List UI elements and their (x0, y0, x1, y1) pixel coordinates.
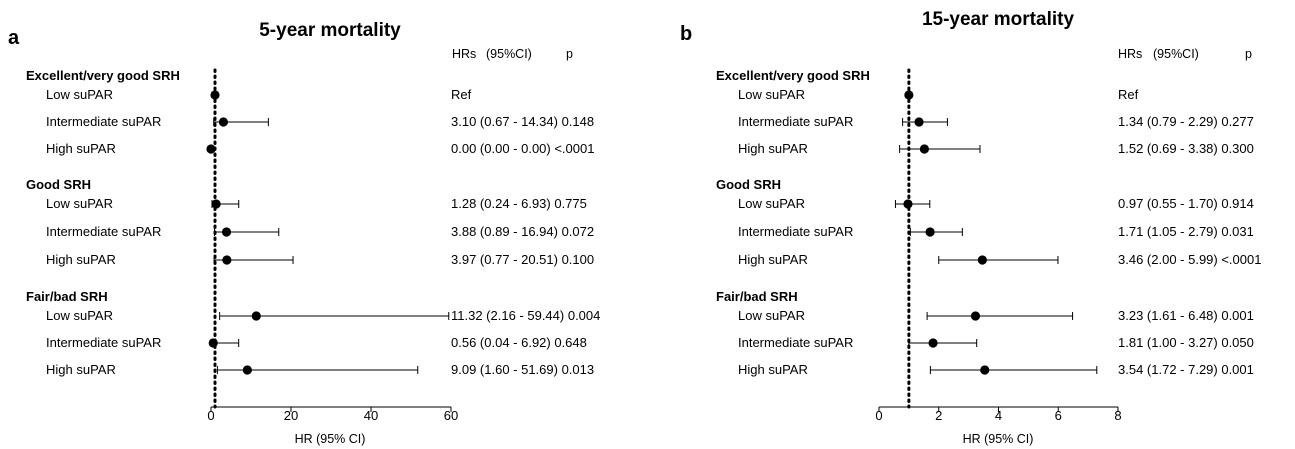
x-tick-label: 8 (1114, 408, 1121, 423)
x-tick-label: 0 (875, 408, 882, 423)
row-label: Low suPAR (46, 87, 113, 102)
row-label: High suPAR (46, 362, 116, 377)
hr-ci-p-text: 0.00 (0.00 - 0.00) <.0001 (451, 141, 594, 156)
panel-a-title: 5-year mortality (259, 20, 401, 41)
row-label: Low suPAR (738, 308, 805, 323)
group-label: Fair/bad SRH (716, 289, 798, 304)
x-tick-label: 2 (935, 408, 942, 423)
hr-point (206, 144, 216, 154)
row-label: Intermediate suPAR (46, 335, 161, 350)
panel-b-title: 15-year mortality (922, 9, 1075, 30)
row-label: High suPAR (738, 362, 808, 377)
hr-ci-p-text: 3.97 (0.77 - 20.51) 0.100 (451, 252, 594, 267)
group-label: Excellent/very good SRH (26, 68, 180, 83)
row-label: High suPAR (738, 252, 808, 267)
row-label: High suPAR (46, 141, 116, 156)
hr-ci-p-text: 1.34 (0.79 - 2.29) 0.277 (1118, 114, 1254, 129)
hr-point (904, 90, 914, 100)
group-label: Good SRH (26, 177, 91, 192)
hr-ci-p-text: 3.46 (2.00 - 5.99) <.0001 (1118, 252, 1261, 267)
hr-point (242, 365, 252, 375)
row-label: Low suPAR (46, 308, 113, 323)
hr-point (970, 311, 981, 321)
row-label: Intermediate suPAR (738, 224, 853, 239)
hr-ci-p-text: 0.56 (0.04 - 6.92) 0.648 (451, 335, 587, 350)
panel-a-plot: 0 20 40 60 Excellent/very good SRH Low suPAR R… (26, 68, 600, 423)
hr-point (925, 227, 935, 237)
panel-b-header-p: p (1245, 47, 1252, 61)
row-label: Low suPAR (738, 87, 805, 102)
panel-b-header-hr: HRs (1118, 47, 1142, 61)
x-tick-label: 4 (995, 408, 1002, 423)
panel-a-header-hr: HRs (452, 47, 476, 61)
hr-point (903, 199, 913, 209)
group-label: Good SRH (716, 177, 781, 192)
hr-ci-p-text: 1.81 (1.00 - 3.27) 0.050 (1118, 335, 1254, 350)
panel-a-header-ci: (95%CI) (486, 47, 532, 61)
row-label: Intermediate suPAR (46, 114, 161, 129)
x-tick-label: 40 (364, 408, 378, 423)
row-label: Intermediate suPAR (738, 114, 853, 129)
hr-ci-p-text: 3.10 (0.67 - 14.34) 0.148 (451, 114, 594, 129)
panel-a-letter: a (8, 27, 20, 49)
panel-a: a 5-year mortality HRs (95%CI) p HR (95%… (8, 20, 600, 446)
row-label: High suPAR (46, 252, 116, 267)
hr-point (210, 90, 220, 100)
hr-ci-p-text: 1.52 (0.69 - 3.38) 0.300 (1118, 141, 1254, 156)
panel-b-plot: 0 2 4 6 8 Excellent/very good SRH Low suPAR Ref… (716, 68, 1261, 423)
hr-point (928, 338, 938, 348)
hr-ci-p-text: 3.54 (1.72 - 7.29) 0.001 (1118, 362, 1254, 377)
hr-ci-p-text: 9.09 (1.60 - 51.69) 0.013 (451, 362, 594, 377)
panel-b-letter: b (680, 23, 692, 45)
row-label: Low suPAR (46, 196, 113, 211)
hr-point (208, 338, 218, 348)
row-label: High suPAR (738, 141, 808, 156)
hr-point (914, 117, 924, 127)
hr-ci-p-text: 3.88 (0.89 - 16.94) 0.072 (451, 224, 594, 239)
hr-point (222, 255, 232, 265)
x-tick-label: 6 (1055, 408, 1062, 423)
hr-ci-p-text: 11.32 (2.16 - 59.44) 0.004 (451, 308, 600, 323)
hr-point (218, 117, 228, 127)
x-tick-label: 0 (207, 408, 214, 423)
hr-point (980, 365, 990, 375)
hr-ci-p-text: 0.97 (0.55 - 1.70) 0.914 (1118, 196, 1254, 211)
row-label: Low suPAR (738, 196, 805, 211)
row-label: Intermediate suPAR (738, 335, 853, 350)
row-label: Intermediate suPAR (46, 224, 161, 239)
hr-ci-p-text: 3.23 (1.61 - 6.48) 0.001 (1118, 308, 1254, 323)
hr-ci-p-text: Ref (451, 87, 472, 102)
hr-ci-p-text: 1.28 (0.24 - 6.93) 0.775 (451, 196, 587, 211)
panel-b-xlabel: HR (95% CI) (963, 432, 1034, 446)
hr-ci-p-text: 1.71 (1.05 - 2.79) 0.031 (1118, 224, 1254, 239)
x-tick-label: 20 (284, 408, 298, 423)
x-tick-label: 60 (444, 408, 458, 423)
hr-ci-p-text: Ref (1118, 87, 1139, 102)
hr-point (221, 227, 232, 237)
hr-point (251, 311, 261, 321)
panel-b-header-ci: (95%CI) (1153, 47, 1199, 61)
hr-point (211, 199, 221, 209)
hr-point (919, 144, 930, 154)
group-label: Excellent/very good SRH (716, 68, 870, 83)
panel-a-xlabel: HR (95% CI) (295, 432, 366, 446)
panel-a-header-p: p (566, 47, 573, 61)
panel-b: b 15-year mortality HRs (95%CI) p HR (95… (680, 9, 1261, 446)
hr-point (977, 255, 987, 265)
group-label: Fair/bad SRH (26, 289, 108, 304)
